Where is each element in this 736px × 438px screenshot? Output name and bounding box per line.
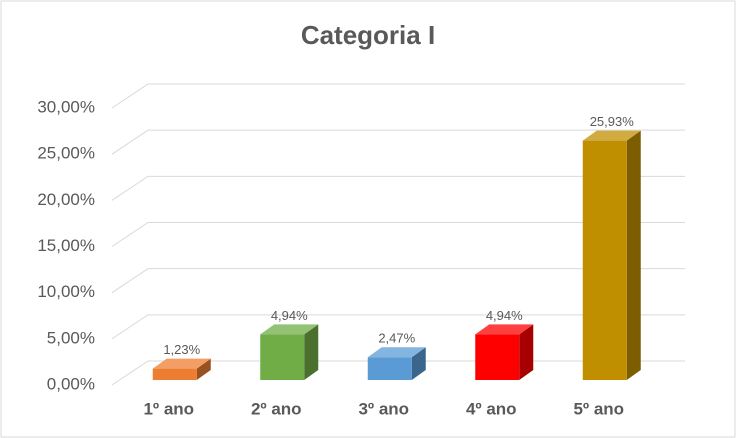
- grid-line: [111, 175, 685, 201]
- y-tick-label: 10,00%: [37, 282, 95, 301]
- x-tick-label: 1º ano: [143, 399, 194, 418]
- value-label: 4,94%: [271, 308, 308, 323]
- bar-top: [475, 324, 534, 335]
- x-tick-label: 3º ano: [358, 399, 409, 418]
- y-tick-label: 15,00%: [37, 236, 95, 255]
- bar-side: [196, 358, 211, 380]
- bar-side: [304, 324, 319, 380]
- bar-top: [152, 358, 211, 369]
- bar-front: [152, 368, 197, 380]
- value-label: 25,93%: [590, 114, 635, 129]
- y-tick-label: 30,00%: [37, 97, 95, 116]
- bar-front: [582, 140, 627, 380]
- x-tick-label: 5º ano: [573, 399, 624, 418]
- bar: [367, 347, 426, 380]
- value-label: 2,47%: [378, 331, 415, 346]
- grid-line: [111, 222, 685, 247]
- bar-front: [260, 334, 305, 380]
- bar-side: [626, 130, 641, 380]
- chart-title: Categoria I: [301, 20, 435, 50]
- bar: [475, 324, 534, 380]
- y-tick-label: 5,00%: [47, 328, 95, 347]
- grid-line: [111, 314, 685, 340]
- bar-top: [260, 324, 319, 335]
- bar-side: [411, 347, 426, 380]
- grid-line: [111, 268, 685, 294]
- y-tick-label: 0,00%: [47, 374, 95, 393]
- bar-front: [475, 334, 520, 380]
- bar: [260, 324, 319, 380]
- bar-top: [582, 130, 641, 141]
- y-tick-label: 25,00%: [37, 144, 95, 163]
- bar-side: [519, 324, 534, 380]
- grid-line: [111, 129, 685, 155]
- grid-line: [111, 83, 685, 109]
- bar-top: [367, 347, 426, 358]
- value-label: 4,94%: [486, 308, 523, 323]
- x-tick-label: 2º ano: [251, 399, 302, 418]
- y-tick-label: 20,00%: [37, 190, 95, 209]
- value-label: 1,23%: [163, 342, 200, 357]
- bar: [152, 358, 211, 380]
- x-tick-label: 4º ano: [466, 399, 517, 418]
- bar: [582, 130, 641, 380]
- bar-front: [367, 357, 412, 380]
